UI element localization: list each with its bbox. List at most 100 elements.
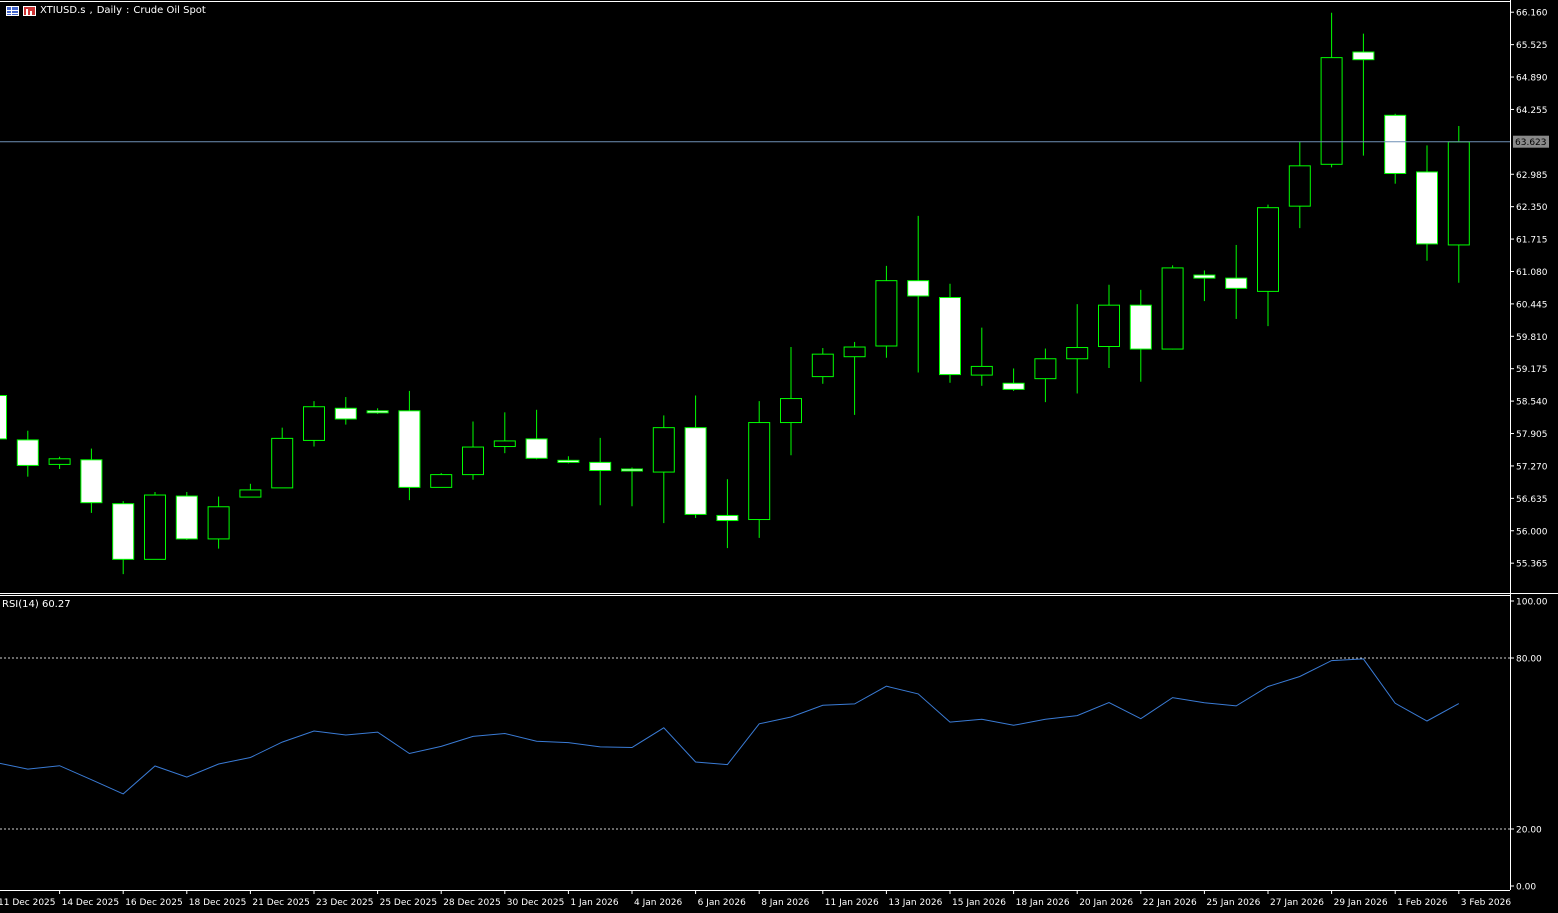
- candle-body: [1225, 277, 1248, 289]
- time-tick-label: 13 Jan 2026: [888, 898, 942, 908]
- candle: [271, 427, 294, 489]
- time-tick-label: 3 Feb 2026: [1461, 898, 1512, 908]
- candle: [557, 456, 580, 464]
- candle: [1416, 145, 1438, 261]
- rsi-axis: 100.00 80.00 20.00 0.00: [1510, 598, 1548, 893]
- candle-body: [780, 398, 802, 424]
- chart-frame: [0, 0, 1558, 891]
- candle-body: [144, 494, 166, 560]
- candle: [1384, 113, 1407, 184]
- candle-body: [970, 365, 993, 376]
- time-axis: 11 Dec 2025 14 Dec 2025 16 Dec 2025 18 Dec …: [0, 890, 1511, 908]
- candle: [462, 421, 484, 480]
- time-tick-label: 18 Jan 2026: [1016, 898, 1070, 908]
- candle: [907, 215, 930, 373]
- time-tick-label: 22 Jan 2026: [1143, 898, 1197, 908]
- price-tick-label: 55.365: [1516, 560, 1548, 570]
- price-tick-label: 56.635: [1516, 495, 1548, 505]
- candle: [1320, 12, 1343, 168]
- time-tick-label: 23 Dec 2025: [316, 898, 374, 908]
- price-tick-label: 62.350: [1516, 203, 1548, 213]
- candle: [1098, 284, 1120, 368]
- rsi-line: [0, 658, 1460, 795]
- candle-body: [843, 346, 866, 358]
- price-tick-label: 57.270: [1516, 462, 1548, 472]
- candle: [430, 473, 453, 488]
- candle: [334, 397, 357, 425]
- time-tick-label: 25 Jan 2026: [1206, 898, 1260, 908]
- candle: [207, 496, 230, 549]
- candle: [1352, 33, 1375, 156]
- candle-body: [684, 427, 707, 515]
- candle-body: [939, 297, 961, 376]
- candle: [843, 341, 866, 415]
- candle-body: [271, 437, 294, 489]
- candle: [1288, 141, 1311, 229]
- price-tick-label: 66.160: [1516, 9, 1548, 19]
- candle: [48, 456, 71, 469]
- candle-body: [589, 461, 612, 472]
- rsi-series-line: [0, 658, 1460, 795]
- time-tick-label: 11 Dec 2025: [0, 898, 56, 908]
- candle: [970, 327, 993, 386]
- rsi-label: RSI(14) 60.27: [2, 599, 71, 610]
- candle: [1002, 368, 1025, 391]
- time-tick-label: 18 Dec 2025: [189, 898, 247, 908]
- candle: [144, 491, 166, 560]
- price-tick-label: 58.540: [1516, 398, 1548, 408]
- price-tick-label: 60.445: [1516, 300, 1548, 310]
- candle: [875, 265, 898, 358]
- grid-icon[interactable]: [6, 5, 19, 16]
- candle: [811, 348, 834, 384]
- price-tick-label: 65.525: [1516, 41, 1548, 51]
- candle-body: [462, 446, 484, 476]
- candle: [780, 347, 802, 456]
- candle-body: [1288, 165, 1311, 207]
- time-tick-label: 11 Jan 2026: [825, 898, 879, 908]
- price-tick-label: 64.890: [1516, 74, 1548, 84]
- time-tick-label: 14 Dec 2025: [62, 898, 120, 908]
- candle-body: [875, 280, 898, 347]
- candle-body: [239, 489, 262, 498]
- time-tick-label: 16 Dec 2025: [125, 898, 183, 908]
- candle-body: [1066, 347, 1089, 360]
- price-tick-label: 59.175: [1516, 365, 1548, 375]
- candle-body: [0, 395, 7, 440]
- symbol-description: Crude Oil Spot: [133, 5, 206, 16]
- candle-body: [1352, 51, 1375, 61]
- candle: [366, 408, 389, 414]
- candle: [239, 483, 262, 498]
- candle-body: [811, 353, 834, 378]
- candle: [493, 412, 516, 454]
- rsi-tick-label: 20.00: [1516, 826, 1542, 836]
- candle-body: [652, 427, 675, 473]
- candle: [1225, 244, 1248, 319]
- rsi-tick-label: 0.00: [1516, 883, 1536, 893]
- symbol-name: XTIUSD.s: [40, 5, 86, 16]
- price-axis: 66.160 65.525 64.890 64.255 62.985 62.350 61.7…: [1510, 9, 1548, 570]
- candle-body: [112, 503, 135, 560]
- candle-body: [748, 422, 771, 521]
- candle: [175, 491, 198, 540]
- candle: [589, 437, 612, 506]
- time-tick-label: 20 Jan 2026: [1079, 898, 1133, 908]
- time-tick-label: 6 Jan 2026: [698, 898, 746, 908]
- candle-body: [366, 410, 389, 414]
- candle: [684, 395, 707, 518]
- bars-icon[interactable]: [23, 5, 36, 16]
- candle: [1257, 204, 1279, 327]
- candle-body: [80, 459, 103, 504]
- candle: [716, 479, 739, 549]
- chart-info-label: XTIUSD.s, Daily: Crude Oil Spot: [6, 5, 206, 16]
- candle: [398, 390, 421, 501]
- candle-body: [557, 459, 580, 463]
- candle-body: [334, 407, 357, 420]
- candle: [621, 467, 643, 507]
- candle-body: [1129, 304, 1152, 350]
- candle-body: [1257, 207, 1279, 292]
- candle-body: [1193, 274, 1216, 279]
- rsi-tick-label: 80.00: [1516, 655, 1542, 665]
- candle-body: [1447, 141, 1470, 246]
- candle-body: [1034, 358, 1057, 380]
